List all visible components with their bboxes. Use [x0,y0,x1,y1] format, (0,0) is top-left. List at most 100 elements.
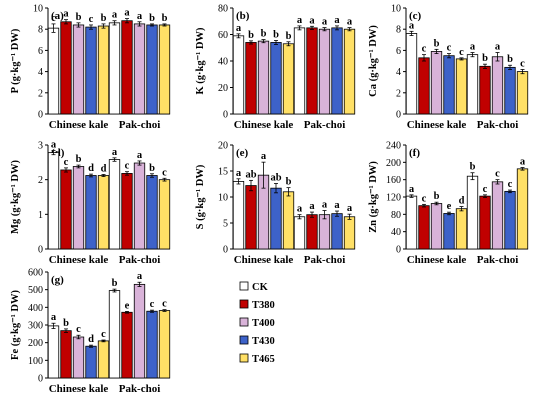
significance-letter: b [162,13,168,24]
bar-ck [108,159,121,250]
y-tick-label: 8 [396,25,401,36]
bar-ck [232,180,245,250]
significance-letter: ab [270,172,281,183]
bar-t465 [158,179,171,250]
bar-t380 [60,169,72,250]
significance-letter: c [520,58,525,69]
bar-t430 [146,310,158,379]
significance-letter: a [297,15,303,26]
bar-t430 [270,42,282,115]
bar-t380 [418,57,430,115]
significance-letter: b [482,53,488,64]
y-tick-label: 240 [386,141,401,152]
significance-letter: c [508,179,513,190]
significance-letter: c [162,299,167,310]
significance-letter: a [112,147,118,158]
bar-t430 [504,66,516,115]
y-tick-label: 6 [396,46,401,57]
x-category-label: Pak-choi [119,383,161,395]
bar-ck [47,27,60,115]
bar-t380 [479,65,491,115]
y-axis-label: P (g·kg⁻¹ DW) [10,28,21,93]
y-tick-label: 40 [218,57,228,68]
significance-letter: b [261,29,267,40]
significance-letter: c [162,167,167,178]
significance-letter: d [101,163,107,174]
y-tick-label: 2 [38,175,43,186]
y-tick-label: 0 [38,374,43,385]
significance-letter: c [76,324,81,335]
bar-t430 [85,26,97,115]
significance-letter: a [322,17,328,28]
significance-letter: c [64,157,69,168]
bar-ck [466,54,479,115]
bar-t430 [270,187,282,250]
bar-t465 [158,310,171,379]
bar-t430 [146,175,158,250]
x-category-label: Chinese kale [49,254,109,266]
bar-ck [405,195,418,250]
y-tick-label: 8 [38,25,43,36]
y-tick-label: 3 [38,141,43,152]
significance-letter: a [51,140,57,151]
significance-letter: a [309,201,315,212]
y-tick-label: 2 [396,88,401,99]
bar-t430 [504,190,516,250]
legend-label-t430: T430 [252,336,275,347]
legend-swatch-t380 [239,299,249,309]
significance-letter: c [422,44,427,55]
y-axis-label: Mg (g·kg⁻¹ DW) [10,159,21,234]
x-category-label: Pak-choi [304,254,346,266]
significance-letter: a [334,200,340,211]
significance-letter: b [76,154,82,165]
bar-t465 [158,24,171,115]
bar-t465 [516,168,529,250]
significance-letter: b [248,30,254,41]
x-category-label: Chinese kale [49,119,109,131]
x-category-label: Pak-choi [477,254,519,266]
significance-letter: b [286,31,292,42]
y-tick-label: 60 [218,30,228,41]
y-tick-label: 4 [38,67,43,78]
y-tick-label: 10 [218,193,228,204]
y-tick-label: 300 [28,321,43,332]
significance-letter: d [88,334,94,345]
y-tick-label: 0 [223,110,228,121]
bar-t400 [491,56,504,115]
significance-letter: b [149,13,155,24]
y-tick-label: 15 [218,167,228,178]
y-tick-label: 0 [396,245,401,256]
bar-ck [293,216,306,250]
bar-t400 [257,40,270,115]
bar-ck [47,325,60,379]
bar-ck [232,35,245,115]
significance-letter: b [63,318,69,329]
bar-t380 [306,27,318,115]
bar-t400 [430,203,443,250]
significance-letter: a [347,203,353,214]
significance-letter: c [495,169,500,180]
bar-ck [47,152,60,250]
bar-t400 [430,51,443,115]
bar-t430 [85,345,97,379]
y-axis-label: S (g·kg⁻¹ DW) [195,164,206,229]
y-tick-label: 10 [391,4,401,15]
panel-tag: (f) [409,147,420,159]
significance-letter: b [434,38,440,49]
significance-letter: b [434,191,440,202]
x-category-label: Chinese kale [407,119,467,131]
bar-ck [108,290,121,379]
bar-t380 [479,195,491,250]
bar-t380 [121,20,133,115]
y-tick-label: 20 [218,141,228,152]
legend-label-t465: T465 [252,354,275,365]
significance-letter: b [470,162,476,173]
significance-letter: a [137,271,143,282]
significance-letter: a [137,11,143,22]
bar-t465 [343,28,356,115]
significance-letter: c [459,47,464,58]
y-axis-label: Fe (g·kg⁻¹ DW) [10,290,21,360]
bar-t465 [97,25,110,115]
